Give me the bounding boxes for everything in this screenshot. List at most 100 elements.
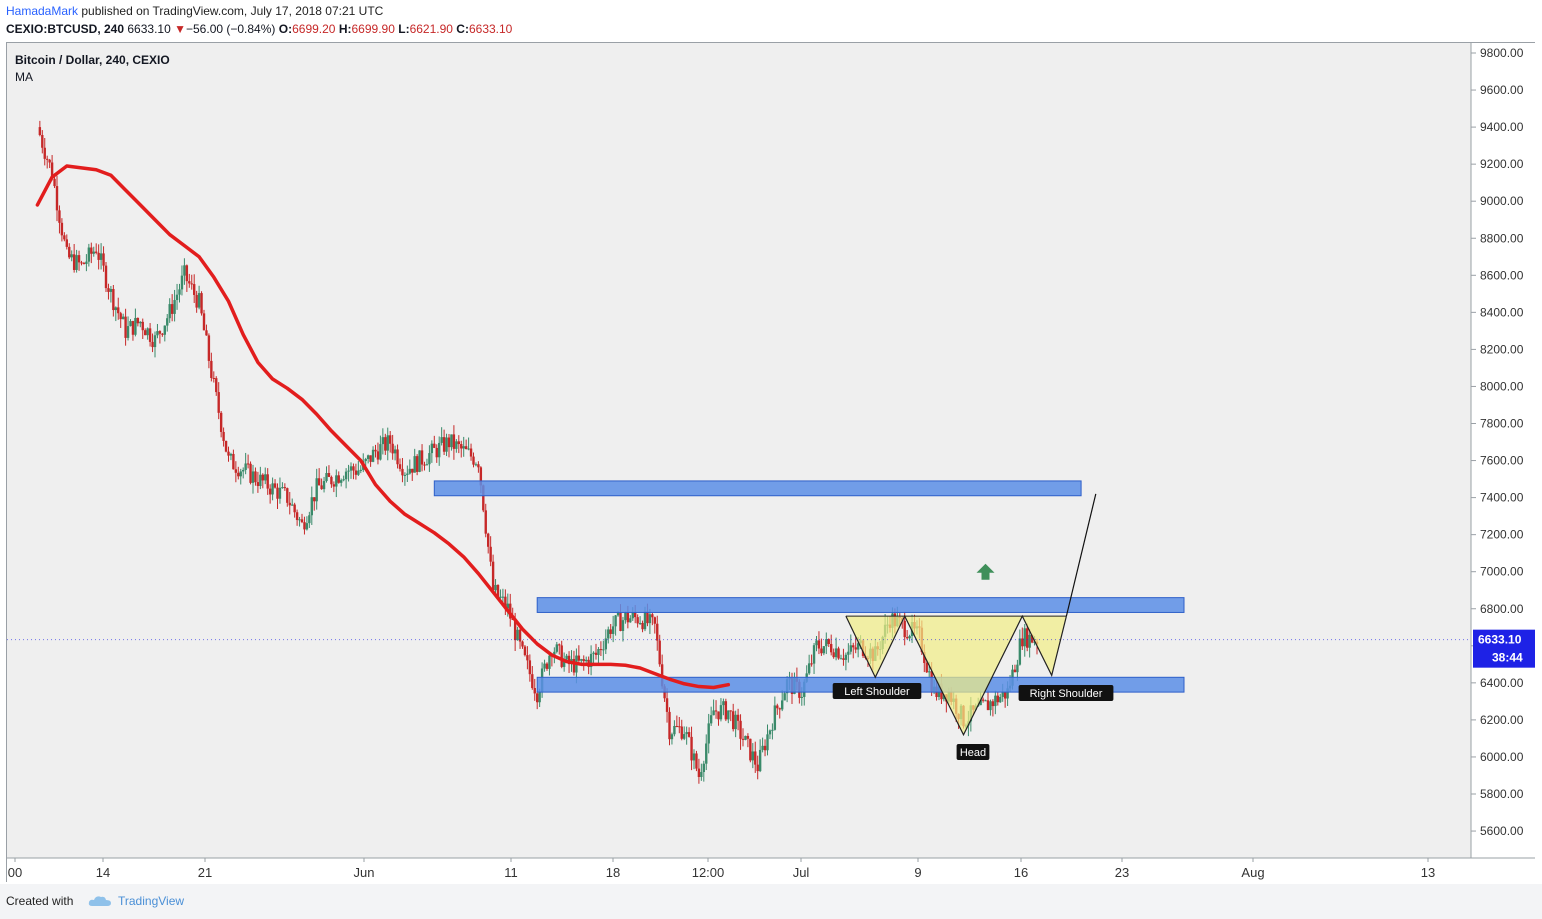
price-tick-label: 9200.00	[1480, 157, 1524, 171]
candle-down	[594, 652, 598, 655]
candle-down	[754, 751, 757, 765]
high-label: H:	[338, 22, 352, 36]
candle-up	[462, 446, 465, 449]
time-tick-label: Jun	[354, 865, 375, 880]
candle-down	[396, 449, 399, 465]
candle-up	[386, 435, 389, 451]
candle-up	[244, 463, 247, 470]
candle-up	[92, 251, 95, 254]
candle-up	[994, 695, 997, 707]
candle-up	[555, 644, 558, 652]
candle-down	[117, 307, 120, 314]
candle-down	[185, 265, 189, 282]
candle-down	[482, 485, 485, 511]
time-tick-label: 00	[8, 865, 22, 880]
high-value: 6699.90	[351, 22, 395, 36]
candle-down	[487, 533, 490, 547]
symbol-quote-line: CEXIO:BTCUSD, 240 6633.10 ▼−​56.00 (−0.8…	[6, 22, 512, 36]
candle-down	[472, 456, 475, 465]
candle-up	[499, 596, 502, 598]
candle-down	[996, 695, 999, 703]
candle-down	[533, 688, 536, 694]
candle-up	[146, 328, 149, 336]
candle-down	[215, 378, 218, 393]
price-tick-label: 6800.00	[1480, 602, 1524, 616]
candle-up	[173, 300, 176, 314]
candle-up	[709, 715, 713, 724]
candle-down	[545, 663, 549, 669]
candle-up	[197, 293, 201, 308]
candle-up	[175, 294, 179, 301]
candle-up	[344, 471, 348, 480]
candle-down	[107, 288, 110, 292]
candle-up	[1001, 691, 1004, 697]
publication-header: HamadaMark published on TradingView.com,…	[0, 0, 1542, 42]
candle-down	[986, 700, 990, 711]
candle-up	[800, 696, 803, 698]
price-tick-label: 7800.00	[1480, 417, 1524, 431]
candle-down	[531, 674, 534, 689]
candle-up	[379, 444, 382, 460]
candle-up	[783, 693, 786, 701]
candle-up	[849, 645, 852, 652]
candle-up	[264, 474, 267, 481]
pattern-fill	[904, 616, 1023, 735]
candle-up	[825, 639, 828, 647]
candle-down	[572, 658, 576, 673]
tradingview-link[interactable]: TradingView	[118, 894, 185, 908]
candle-up	[109, 288, 113, 292]
candle-down	[254, 471, 257, 483]
candle-down	[496, 584, 500, 597]
candle-down	[320, 485, 323, 490]
candle-up	[607, 629, 610, 639]
candle-down	[369, 455, 372, 462]
candle-down	[207, 335, 211, 361]
candle-down	[817, 640, 821, 649]
candle-down	[665, 698, 669, 712]
candle-up	[543, 663, 546, 669]
candle-up	[673, 725, 676, 735]
candle-up	[438, 442, 441, 458]
candle-down	[63, 235, 66, 240]
price-axis-bg	[1471, 43, 1535, 858]
footer: Created with TradingView	[0, 884, 1542, 919]
candle-up	[430, 443, 434, 454]
time-tick-label: 12:00	[692, 865, 725, 880]
candle-down	[695, 753, 698, 769]
candle-up	[359, 469, 362, 471]
candle-down	[736, 714, 740, 721]
time-tick-label: Jul	[793, 865, 810, 880]
target-projection-line	[1065, 493, 1097, 617]
price-tick-label: 9600.00	[1480, 83, 1524, 97]
candle-up	[766, 734, 769, 751]
candle-down	[523, 646, 527, 656]
candle-up	[781, 700, 784, 710]
candle-down	[460, 444, 463, 449]
price-tick-label: 8200.00	[1480, 342, 1524, 356]
candle-down	[741, 738, 745, 740]
right-shoulder-label: Right Shoulder	[1030, 688, 1103, 700]
author-link[interactable]: HamadaMark	[6, 4, 79, 18]
chart-plot-area[interactable]	[7, 43, 1471, 858]
candle-up	[315, 478, 318, 502]
candle-up	[611, 626, 615, 634]
candle-down	[609, 629, 612, 634]
candle-down	[222, 431, 225, 441]
candle-down	[528, 660, 532, 675]
time-tick-label: Aug	[1241, 865, 1264, 880]
candle-up	[134, 317, 137, 335]
candle-up	[291, 504, 294, 506]
candle-up	[621, 620, 625, 631]
down-triangle-icon: ▼	[174, 22, 186, 36]
candle-up	[371, 449, 375, 462]
indicator-legend[interactable]: MA	[15, 70, 33, 84]
candle-down	[560, 645, 563, 667]
candle-up	[648, 614, 652, 624]
candle-up	[455, 441, 458, 449]
candle-down	[60, 222, 64, 236]
candle-down	[981, 699, 985, 701]
candle-up	[393, 449, 397, 454]
candle-up	[685, 732, 688, 735]
candle-up	[773, 705, 777, 730]
